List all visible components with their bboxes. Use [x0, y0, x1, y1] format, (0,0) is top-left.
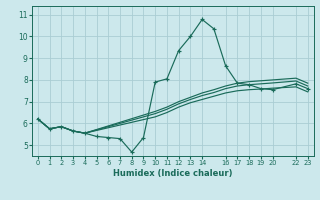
X-axis label: Humidex (Indice chaleur): Humidex (Indice chaleur)	[113, 169, 233, 178]
